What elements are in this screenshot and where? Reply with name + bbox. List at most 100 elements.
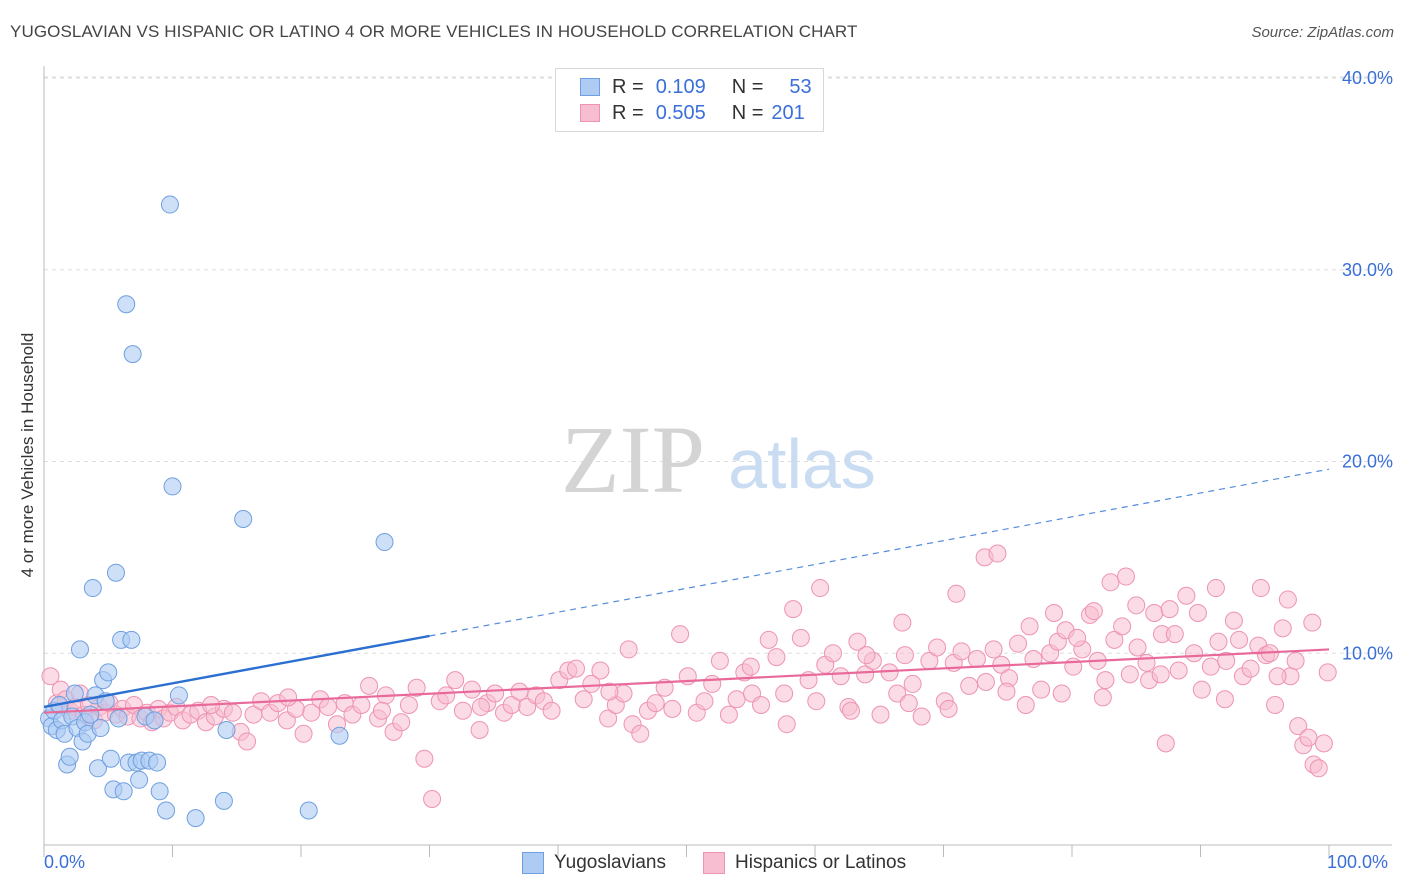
- hispanic-point: [1165, 625, 1184, 644]
- hispanic-point: [856, 665, 875, 684]
- y-tick-label: 10.0%: [1342, 643, 1393, 663]
- hispanic-point: [1209, 632, 1228, 651]
- hispanic-point: [1093, 688, 1112, 707]
- hispanic-point: [655, 678, 674, 697]
- yugoslavian-point: [91, 719, 110, 738]
- hispanic-point: [1016, 696, 1035, 715]
- hispanic-point: [997, 682, 1016, 701]
- hispanic-point: [1151, 665, 1170, 684]
- hispanic-point: [807, 692, 826, 711]
- watermark-atlas: atlas: [728, 425, 876, 503]
- hispanic-point: [1217, 651, 1236, 670]
- yugoslavian-point: [130, 770, 149, 789]
- hispanic-point: [1009, 634, 1028, 653]
- hispanic-point: [784, 600, 803, 619]
- hispanic-point: [831, 667, 850, 686]
- hispanic-point: [302, 703, 321, 722]
- legend-n-value: 201: [771, 101, 805, 124]
- hispanic-point: [960, 676, 979, 695]
- yugoslavian-point: [83, 579, 102, 598]
- hispanic-point: [857, 646, 876, 665]
- hispanic-point: [1192, 680, 1211, 699]
- yugoslavian-point: [99, 663, 118, 682]
- yugoslavian-point: [299, 801, 318, 820]
- hispanic-point: [1241, 659, 1260, 678]
- hispanic-point: [952, 642, 971, 661]
- hispanic-point: [1101, 573, 1120, 592]
- yugoslavian-point: [157, 801, 176, 820]
- hispanic-point: [1318, 663, 1337, 682]
- hispanic-point: [1299, 728, 1318, 747]
- hispanic-point: [912, 707, 931, 726]
- hispanic-point: [823, 644, 842, 663]
- hispanic-point: [710, 651, 729, 670]
- hispanic-points: [41, 544, 1337, 808]
- yugoslavian-point: [114, 782, 133, 801]
- legend-swatch-yugoslavians: [522, 852, 544, 874]
- hispanic-point: [671, 625, 690, 644]
- hispanic-point: [1188, 603, 1207, 622]
- hispanic-point: [360, 676, 379, 695]
- x-max-label: 100.0%: [1327, 852, 1389, 872]
- y-tick-label: 40.0%: [1342, 68, 1393, 88]
- hispanic-point: [848, 632, 867, 651]
- hispanic-point: [1156, 734, 1175, 753]
- hispanic-point: [399, 696, 418, 715]
- legend-swatch-blue: [580, 78, 600, 96]
- hispanic-point: [903, 674, 922, 693]
- legend-r-label: R =: [612, 101, 644, 124]
- hispanic-point: [811, 579, 830, 598]
- yugoslavian-point: [70, 640, 89, 659]
- hispanic-point: [1201, 657, 1220, 676]
- hispanic-point: [470, 720, 489, 739]
- hispanic-point: [1020, 617, 1039, 636]
- hispanic-point: [646, 694, 665, 713]
- hispanic-point: [1314, 734, 1333, 753]
- hispanic-point: [663, 699, 682, 718]
- hispanic-point: [1032, 680, 1051, 699]
- yugoslavian-point: [217, 720, 236, 739]
- yugoslavian-point: [123, 345, 142, 364]
- y-tick-label: 20.0%: [1342, 452, 1393, 472]
- legend-item-yugoslavians: Yugoslavians: [522, 852, 666, 874]
- watermark-zip: ZIP: [561, 406, 705, 513]
- hispanic-point: [600, 682, 619, 701]
- hispanic-point: [1145, 603, 1164, 622]
- legend-r-label: R =: [612, 75, 644, 98]
- yugoslavian-trend-extension: [429, 468, 1330, 637]
- hispanic-point: [437, 686, 456, 705]
- hispanic-point: [777, 715, 796, 734]
- yugoslavian-point: [330, 726, 349, 745]
- hispanic-point: [893, 613, 912, 632]
- hispanic-point: [392, 713, 411, 732]
- hispanic-point: [939, 699, 958, 718]
- hispanic-point: [1127, 596, 1146, 615]
- hispanic-point: [1160, 600, 1179, 619]
- hispanic-trend-line: [43, 648, 1330, 714]
- hispanic-point: [1052, 684, 1071, 703]
- hispanic-point: [1045, 603, 1064, 622]
- legend-swatch-hispanics: [703, 852, 725, 874]
- hispanic-point: [41, 667, 60, 686]
- hispanic-point: [238, 732, 257, 751]
- stats-legend: R = 0.109 N = 53 R = 0.505 N = 201: [555, 68, 824, 132]
- hispanic-point: [984, 640, 1003, 659]
- watermark: ZIP atlas: [561, 406, 876, 513]
- yugoslavian-point: [148, 753, 167, 772]
- hispanic-point: [791, 628, 810, 647]
- hispanic-point: [1128, 638, 1147, 657]
- yugoslavian-point: [214, 791, 233, 810]
- legend-r-value: 0.505: [655, 101, 706, 124]
- hispanic-point: [752, 696, 771, 715]
- yugoslavian-point: [60, 747, 79, 766]
- hispanic-point: [1251, 579, 1270, 598]
- hispanic-point: [1224, 611, 1243, 630]
- hispanic-point: [1273, 619, 1292, 638]
- hispanic-point: [976, 673, 995, 692]
- legend-swatch-pink: [580, 104, 600, 122]
- legend-r-value: 0.109: [655, 75, 706, 98]
- hispanic-point: [1120, 665, 1139, 684]
- hispanic-point: [1169, 661, 1188, 680]
- hispanic-point: [631, 724, 650, 743]
